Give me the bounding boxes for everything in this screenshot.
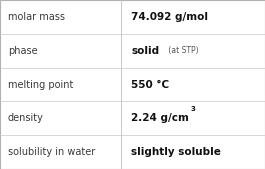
Text: 550 °C: 550 °C — [131, 79, 169, 90]
Text: 3: 3 — [191, 106, 196, 112]
Text: solid: solid — [131, 46, 159, 56]
Text: density: density — [8, 113, 44, 123]
Text: 74.092 g/mol: 74.092 g/mol — [131, 12, 208, 22]
Text: molar mass: molar mass — [8, 12, 65, 22]
Text: slightly soluble: slightly soluble — [131, 147, 221, 157]
Text: melting point: melting point — [8, 79, 73, 90]
Text: phase: phase — [8, 46, 38, 56]
Text: 2.24 g/cm: 2.24 g/cm — [131, 113, 189, 123]
Text: solubility in water: solubility in water — [8, 147, 95, 157]
Text: (at STP): (at STP) — [166, 46, 198, 55]
